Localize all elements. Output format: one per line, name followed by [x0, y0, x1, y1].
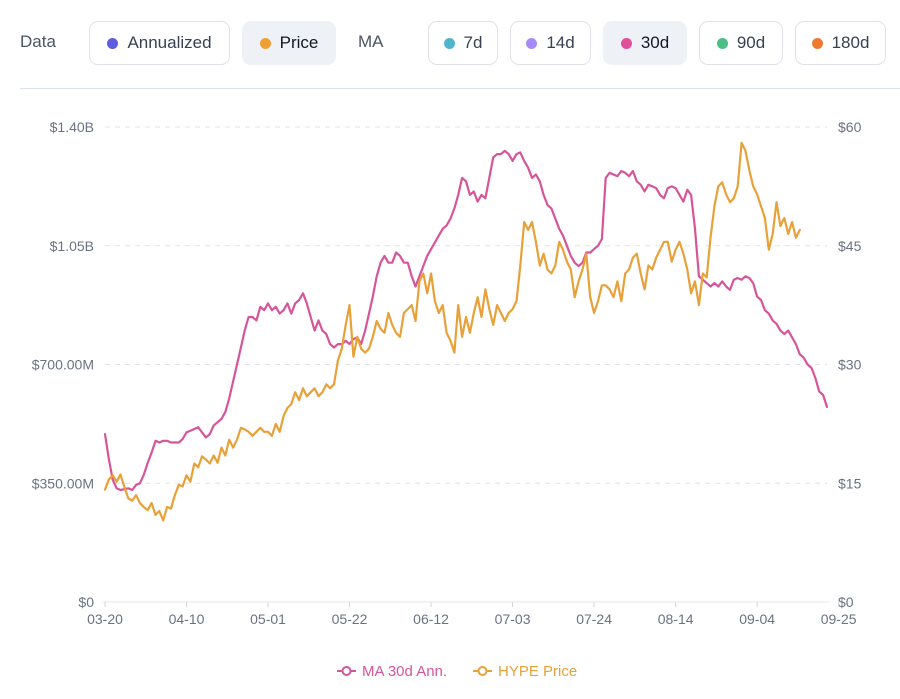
- legend: MA 30d Ann. HYPE Price: [337, 663, 577, 680]
- ma-group-label: MA: [358, 32, 384, 51]
- hype-price-line: [103, 141, 801, 522]
- ma-30d-color-dot: [620, 37, 632, 49]
- ma-180d-button[interactable]: 180d: [795, 21, 886, 65]
- ma-7d-button-label: 7d: [463, 33, 483, 52]
- right-axis-tick-label: $15: [838, 475, 862, 491]
- x-axis-tick-label: 09-04: [739, 611, 775, 627]
- price-button-label: Price: [279, 33, 319, 52]
- right-axis-tick-label: $0: [838, 594, 854, 610]
- legend-swatch-marker: [477, 666, 488, 676]
- left-axis-tick-label: $350.00M: [32, 475, 94, 491]
- x-axis-tick-label: 04-10: [169, 611, 205, 627]
- ma-30d-annualized-line: [103, 149, 829, 492]
- x-axis-tick-label: 07-03: [495, 611, 531, 627]
- x-axis-tick-label: 03-20: [87, 611, 123, 627]
- legend-label: HYPE Price: [498, 663, 577, 680]
- ma-30d-button[interactable]: 30d: [603, 21, 687, 65]
- right-axis-tick-label: $30: [838, 357, 862, 373]
- x-axis: 03-20 04-10 05-01 05-22 06-12 07-03 07-24 08-14…: [87, 601, 857, 627]
- toolbar-divider: [20, 88, 900, 89]
- ma-7d-color-dot: [443, 37, 455, 49]
- legend-label: MA 30d Ann.: [362, 663, 447, 680]
- ma-180d-color-dot: [811, 37, 823, 49]
- left-axis-tick-label: $700.00M: [32, 357, 94, 373]
- annualized-button-label: Annualized: [127, 33, 212, 52]
- right-y-axis: $0 $15 $30 $45 $60: [838, 119, 862, 610]
- x-axis-tick-label: 07-24: [576, 611, 612, 627]
- toolbar: Data Annualized Price MA 7d 14d 30d 90d …: [0, 0, 900, 88]
- left-y-axis: $0 $350.00M $700.00M $1.05B $1.40B: [32, 119, 94, 610]
- left-axis-tick-label: $0: [78, 594, 94, 610]
- annualized-color-dot: [107, 37, 119, 49]
- line-chart: $0$350.00M$700.00M$1.05B$1.40B $0$15$30$…: [32, 119, 862, 680]
- ma-180d-button-label: 180d: [831, 33, 870, 52]
- left-axis-tick-label: $1.05B: [50, 238, 94, 254]
- ma-14d-button-label: 14d: [546, 33, 575, 52]
- grid-lines: [105, 126, 827, 484]
- right-axis-tick-label: $60: [838, 119, 862, 135]
- right-axis-tick-label: $45: [838, 238, 862, 254]
- x-axis-tick-label: 09-25: [821, 611, 857, 627]
- price-color-dot: [259, 37, 271, 49]
- x-axis-tick-label: 06-12: [413, 611, 449, 627]
- x-axis-tick-label: 08-14: [658, 611, 694, 627]
- annualized-button[interactable]: Annualized: [89, 21, 230, 65]
- data-group-label: Data: [20, 32, 56, 51]
- ma-14d-button[interactable]: 14d: [510, 21, 591, 65]
- ma-14d-color-dot: [526, 37, 538, 49]
- ma-30d-button-label: 30d: [640, 33, 670, 52]
- ma-7d-button[interactable]: 7d: [428, 21, 498, 65]
- ma-90d-color-dot: [716, 37, 728, 49]
- series-lines: [103, 141, 829, 522]
- ma-90d-button-label: 90d: [736, 33, 766, 52]
- legend-swatch-marker: [341, 666, 352, 676]
- ma-90d-button[interactable]: 90d: [699, 21, 783, 65]
- x-axis-tick-label: 05-22: [332, 611, 368, 627]
- x-axis-tick-label: 05-01: [250, 611, 286, 627]
- left-axis-tick-label: $1.40B: [50, 119, 94, 135]
- price-button[interactable]: Price: [242, 21, 336, 65]
